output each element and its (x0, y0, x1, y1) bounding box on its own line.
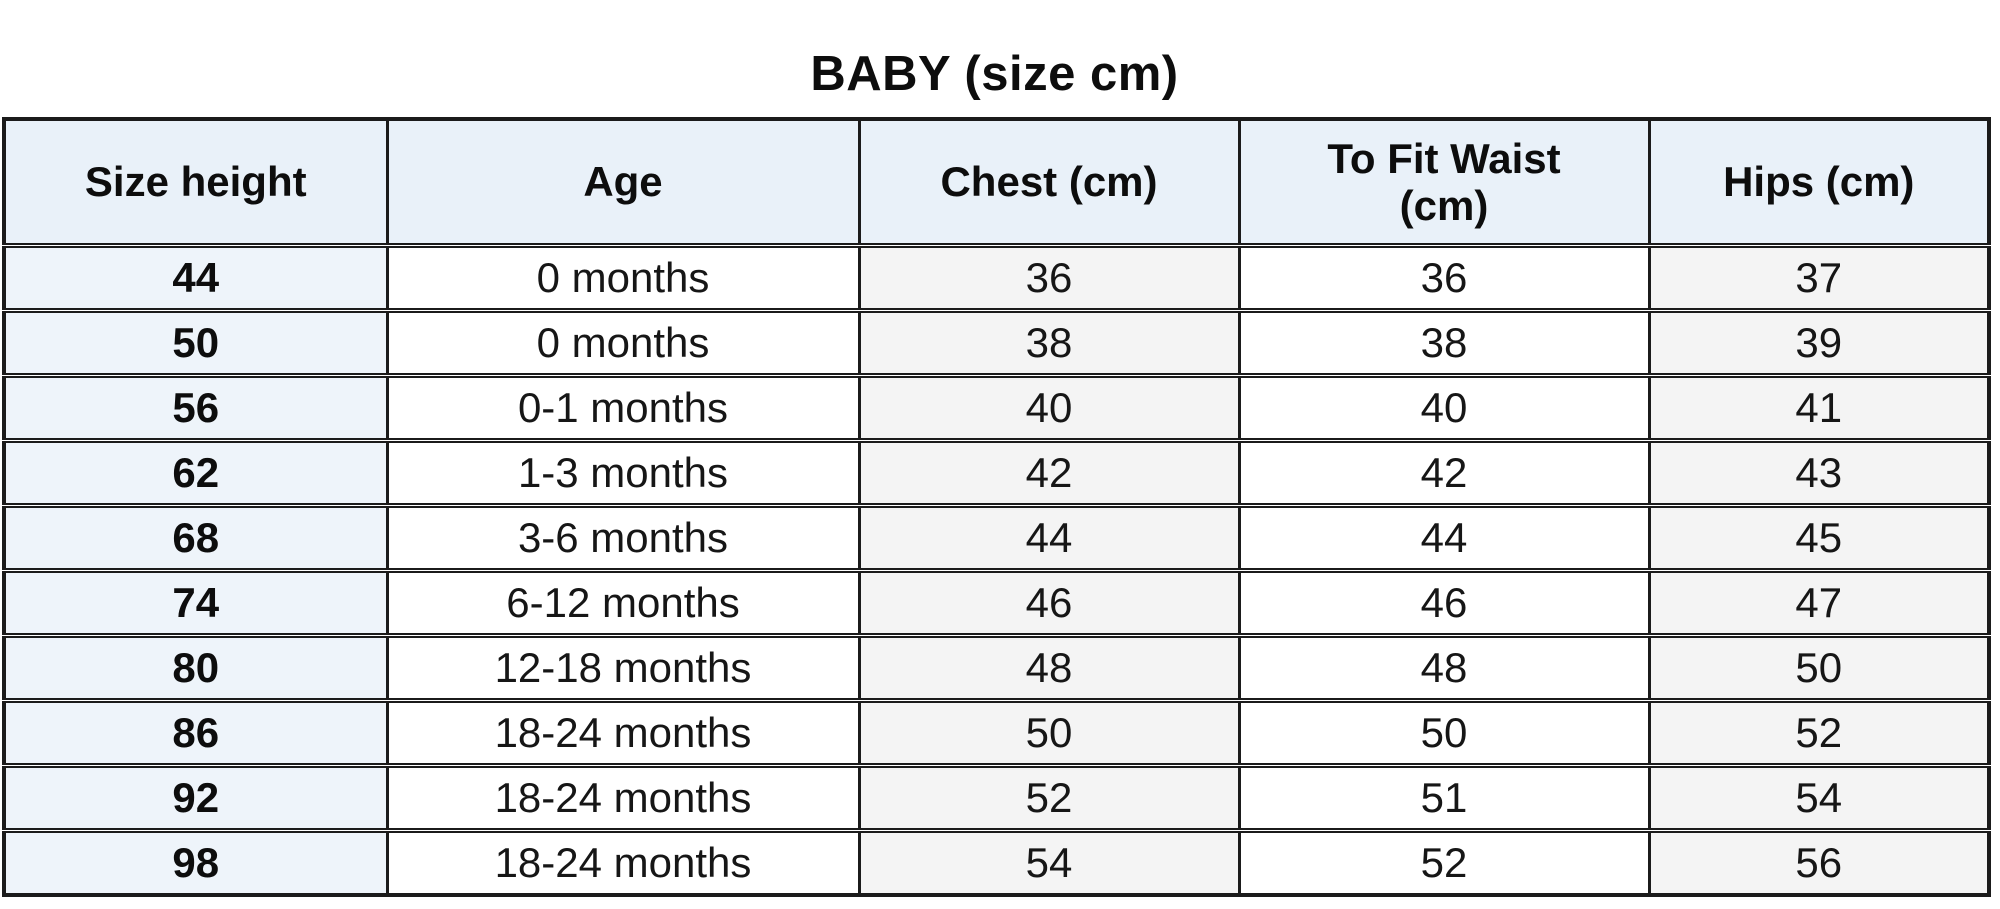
table-cell: 44 (857, 503, 1239, 571)
table-head: Size height Age Chest (cm) To Fit Waist (cm… (4, 119, 1989, 246)
table-row: 80 12-18 months 48 48 50 (4, 633, 1989, 701)
column-header: Size height (4, 119, 387, 246)
column-header: To Fit Waist (cm) (1237, 119, 1649, 246)
table-cell: 36 (1237, 243, 1649, 311)
table-body: 44 0 months 36 36 37 50 0 months 38 38 39 56 0-1 mo… (4, 243, 1989, 895)
table-cell: 56 (4, 373, 387, 441)
table-cell: 0 months (385, 243, 859, 311)
table-cell: 54 (1647, 763, 1989, 831)
table-cell: 56 (1647, 828, 1989, 895)
table-cell: 50 (1647, 633, 1989, 701)
table-cell: 48 (857, 633, 1239, 701)
table-cell: 74 (4, 568, 387, 636)
table-cell: 98 (4, 828, 387, 895)
table-cell: 41 (1647, 373, 1989, 441)
baby-size-table: Size height Age Chest (cm) To Fit Waist (cm… (2, 117, 1991, 897)
table-cell: 46 (857, 568, 1239, 636)
table-row: 86 18-24 months 50 50 52 (4, 698, 1989, 766)
table-cell: 1-3 months (385, 438, 859, 506)
header-row: Size height Age Chest (cm) To Fit Waist (cm… (4, 119, 1989, 246)
table-cell: 12-18 months (385, 633, 859, 701)
table-cell: 50 (1237, 698, 1649, 766)
table-cell: 50 (4, 308, 387, 376)
table-cell: 68 (4, 503, 387, 571)
table-cell: 42 (1237, 438, 1649, 506)
table-cell: 40 (1237, 373, 1649, 441)
table-cell: 18-24 months (385, 763, 859, 831)
table-cell: 38 (857, 308, 1239, 376)
table-row: 92 18-24 months 52 51 54 (4, 763, 1989, 831)
table-cell: 44 (1237, 503, 1649, 571)
table-title: BABY (size cm) (810, 47, 1179, 101)
table-cell: 37 (1647, 243, 1989, 311)
table-cell: 44 (4, 243, 387, 311)
table-cell: 3-6 months (385, 503, 859, 571)
table-cell: 46 (1237, 568, 1649, 636)
table-cell: 45 (1647, 503, 1989, 571)
table-row: 98 18-24 months 54 52 56 (4, 828, 1989, 895)
table-row: 68 3-6 months 44 44 45 (4, 503, 1989, 571)
table-row: 74 6-12 months 46 46 47 (4, 568, 1989, 636)
table-cell: 42 (857, 438, 1239, 506)
table-cell: 0 months (385, 308, 859, 376)
column-header: Age (385, 119, 859, 246)
table-cell: 48 (1237, 633, 1649, 701)
table-cell: 62 (4, 438, 387, 506)
table-row: 44 0 months 36 36 37 (4, 243, 1989, 311)
table-cell: 52 (857, 763, 1239, 831)
table-cell: 0-1 months (385, 373, 859, 441)
table-cell: 52 (1237, 828, 1649, 895)
table-cell: 51 (1237, 763, 1649, 831)
table-row: 50 0 months 38 38 39 (4, 308, 1989, 376)
table-cell: 54 (857, 828, 1239, 895)
table-cell: 40 (857, 373, 1239, 441)
table-cell: 52 (1647, 698, 1989, 766)
table-cell: 43 (1647, 438, 1989, 506)
table-cell: 50 (857, 698, 1239, 766)
table-cell: 47 (1647, 568, 1989, 636)
table-row: 56 0-1 months 40 40 41 (4, 373, 1989, 441)
table-cell: 38 (1237, 308, 1649, 376)
table-cell: 36 (857, 243, 1239, 311)
table-cell: 18-24 months (385, 828, 859, 895)
table-cell: 80 (4, 633, 387, 701)
table-cell: 86 (4, 698, 387, 766)
table-cell: 18-24 months (385, 698, 859, 766)
table-row: 62 1-3 months 42 42 43 (4, 438, 1989, 506)
table-cell: 6-12 months (385, 568, 859, 636)
table-cell: 39 (1647, 308, 1989, 376)
table-cell: 92 (4, 763, 387, 831)
column-header: Hips (cm) (1647, 119, 1989, 246)
column-header: Chest (cm) (857, 119, 1239, 246)
